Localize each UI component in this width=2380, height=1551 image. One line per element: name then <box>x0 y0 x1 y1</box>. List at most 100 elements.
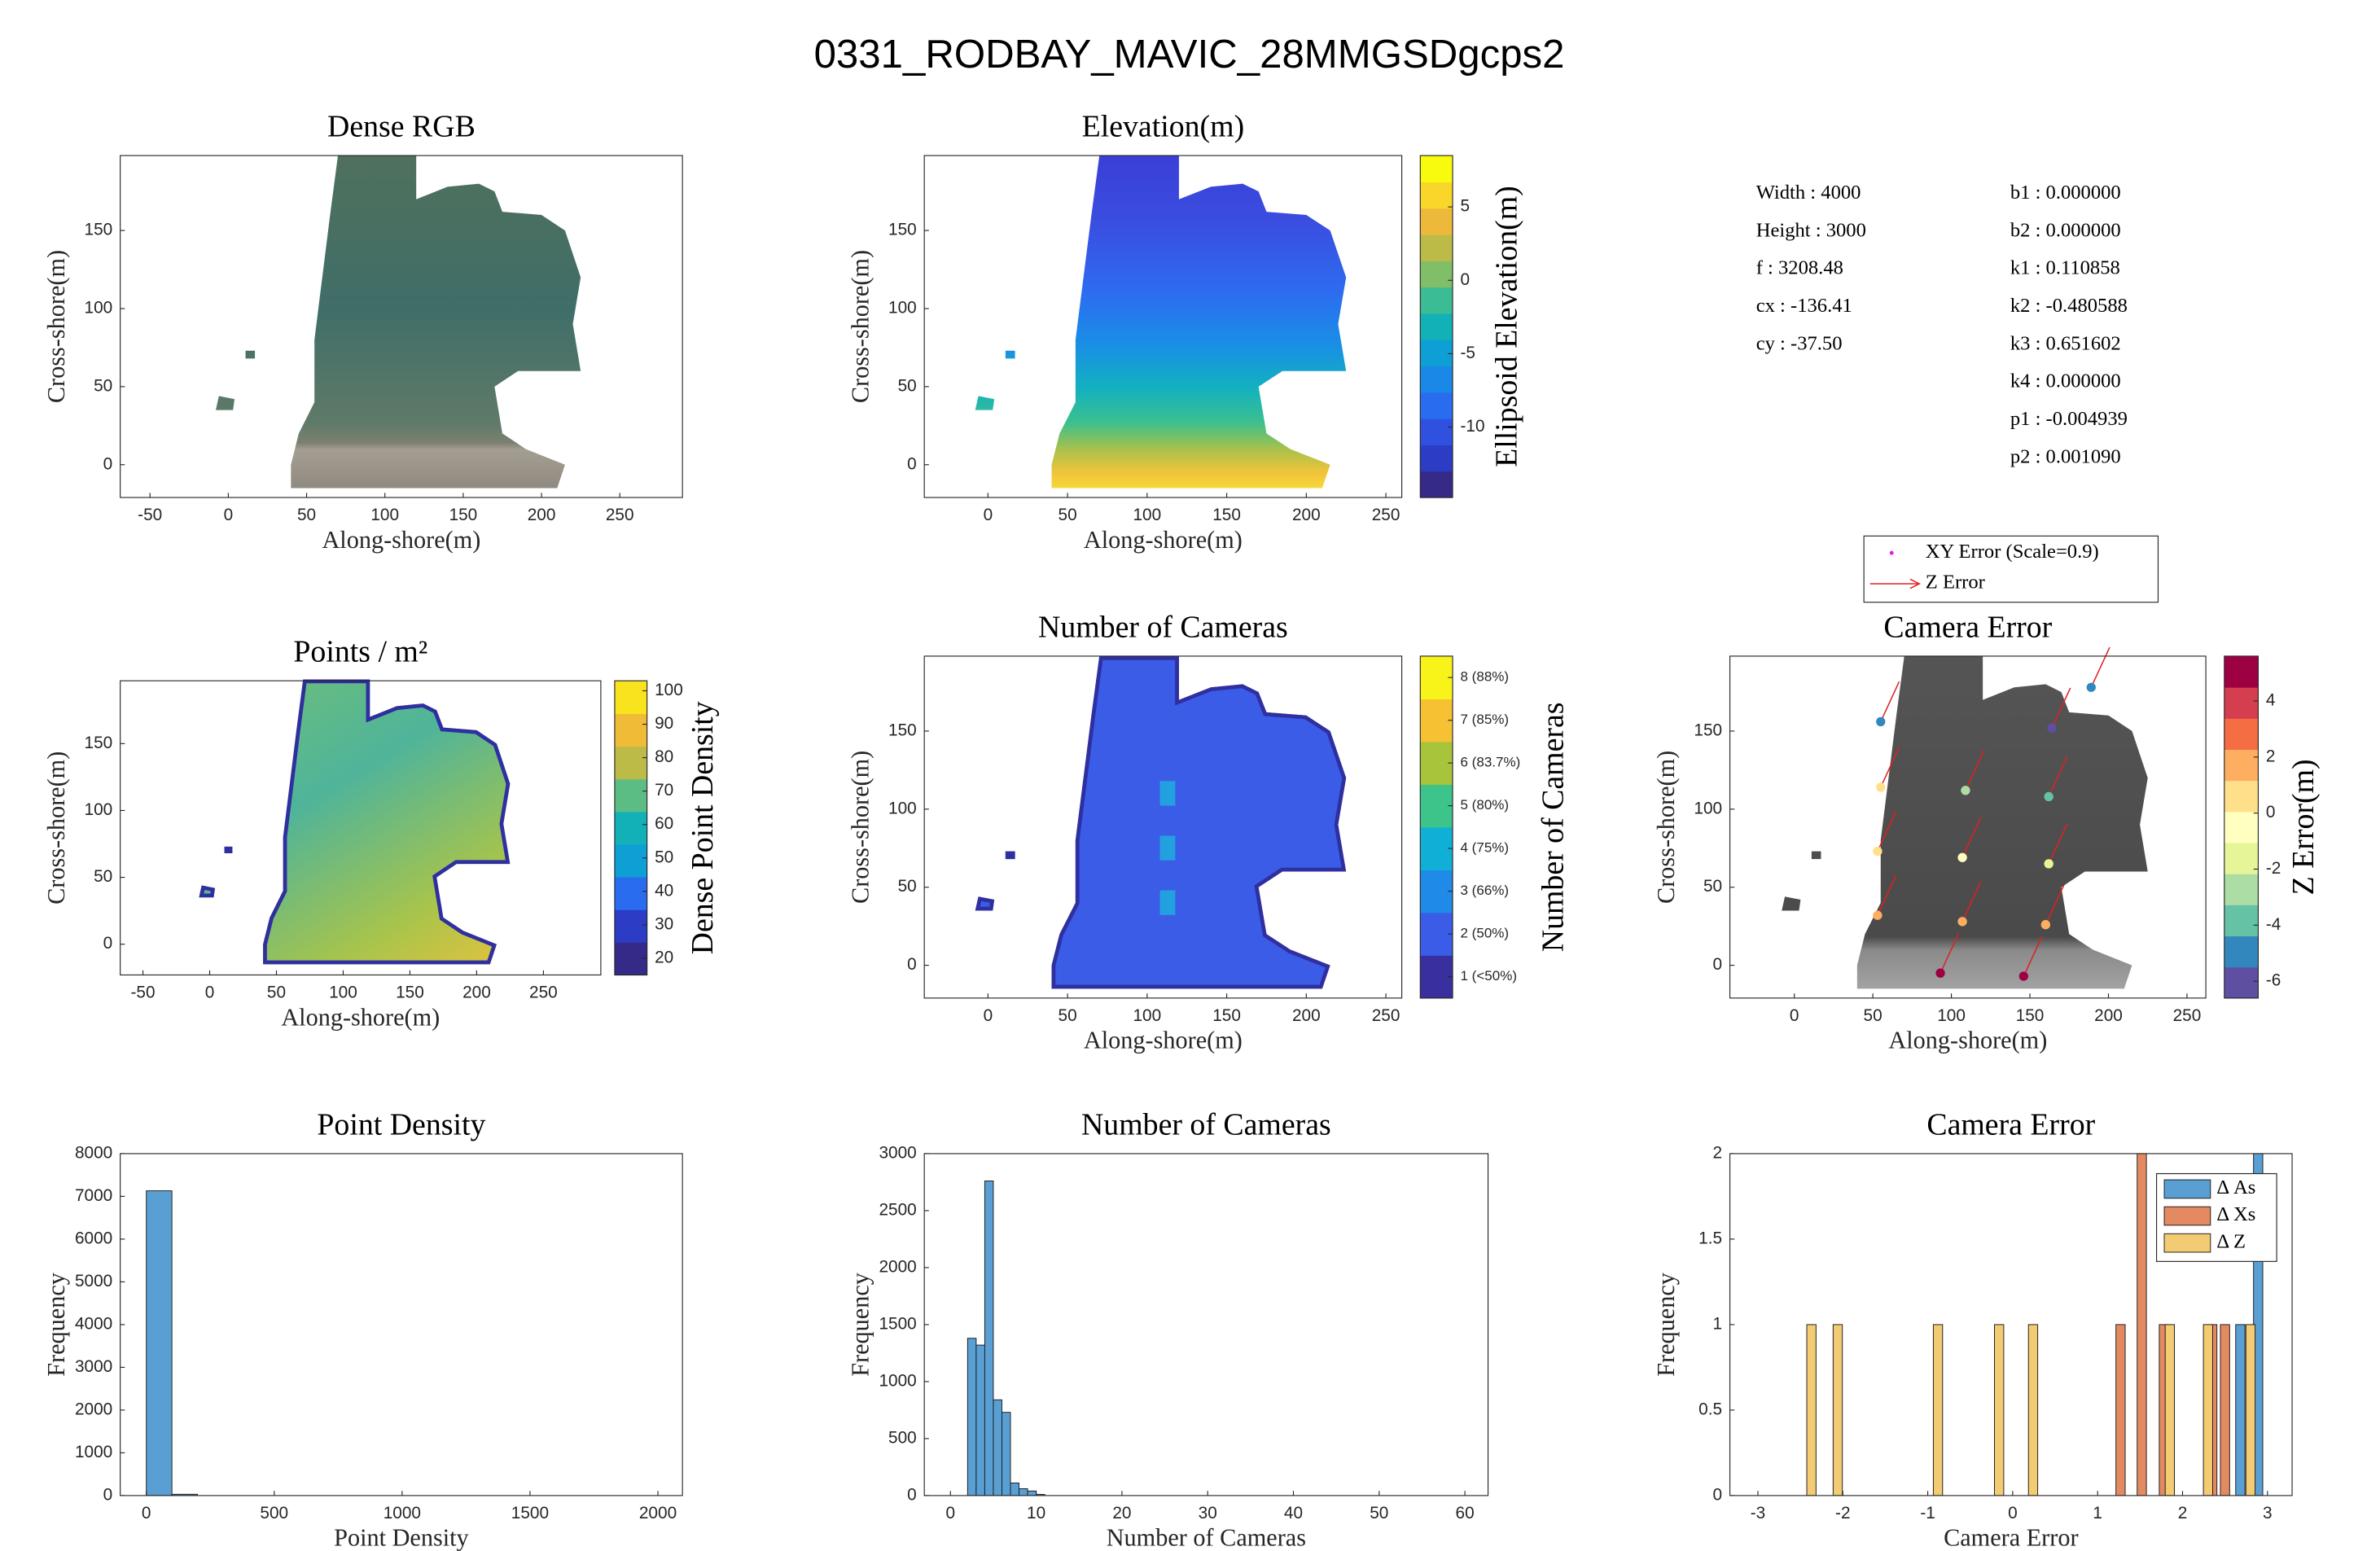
x-tick-label: 100 <box>370 506 399 524</box>
z-error-arrow <box>1940 932 1960 974</box>
y-tick-label: 0 <box>1713 955 1723 974</box>
camera-parameter: cx : -136.41 <box>1756 295 1852 317</box>
histogram-bar <box>146 1190 173 1496</box>
panel: 0 50 100 150 200 250 0 50 100 150 Elevation(m) Alon… <box>846 110 1403 554</box>
x-tick-label: 50 <box>1864 1006 1883 1025</box>
x-tick-label: 0 <box>142 1504 151 1523</box>
camera-point <box>2086 682 2096 692</box>
y-tick-label: 150 <box>1694 721 1722 739</box>
x-tick-label: 20 <box>1112 1504 1131 1523</box>
panel: -50 0 50 100 150 200 250 0 50 100 150 Points / m² Al… <box>42 635 602 1031</box>
bar <box>2164 1324 2176 1496</box>
colorbar-band <box>1420 340 1453 367</box>
x-tick-label: 0 <box>224 506 234 524</box>
colorbar-frame <box>1419 655 1453 999</box>
axes-frame <box>923 655 1403 999</box>
colorbar-band <box>614 778 647 813</box>
colorbar-tick-label: 3 (66%) <box>1461 883 1510 898</box>
camera-point <box>1957 852 1967 862</box>
x-tick-label: 2 <box>2178 1504 2188 1523</box>
x-tick-label: 0 <box>1790 1006 1799 1025</box>
y-tick-label: 500 <box>888 1428 917 1447</box>
colorbar-band <box>614 811 647 845</box>
colorbar-band <box>614 942 647 976</box>
x-tick-label: 0 <box>205 984 215 1002</box>
y-tick-label: 2000 <box>879 1257 916 1276</box>
x-tick-label: 200 <box>1292 1006 1321 1025</box>
legend: Δ As Δ Xs Δ Z <box>2156 1172 2277 1262</box>
y-tick-label: 8000 <box>75 1143 112 1162</box>
colorbar-band <box>614 681 647 714</box>
camera-parameter: p2 : 0.001090 <box>2010 445 2121 467</box>
y-tick-label: 6000 <box>75 1229 112 1247</box>
colorbar-band <box>2224 905 2259 937</box>
bar <box>1994 1324 2005 1496</box>
figure-title: 0331_RODBAY_MAVIC_28MMGSDgcps2 <box>814 32 1565 77</box>
y-tick-label: 0 <box>103 454 113 473</box>
camera-parameter: k1 : 0.110858 <box>2010 257 2120 279</box>
x-axis-label: Camera Error <box>1944 1524 2078 1551</box>
y-tick-label: 100 <box>1694 799 1722 817</box>
histogram-bar <box>1027 1490 1037 1496</box>
x-tick-label: 2000 <box>639 1504 677 1523</box>
x-tick-label: 1500 <box>511 1504 549 1523</box>
colorbar-tick-label: 5 <box>1461 197 1471 216</box>
map-patch <box>1159 835 1176 861</box>
histogram-bar <box>993 1399 1002 1496</box>
bar <box>2245 1324 2256 1496</box>
panel: 0 50 100 150 200 250 0 50 100 150 Camera Error Alon… <box>1652 610 2207 1054</box>
camera-parameter: k3 : 0.651602 <box>2010 332 2121 354</box>
x-tick-label: 250 <box>2173 1006 2202 1025</box>
legend-swatch <box>2163 1233 2211 1253</box>
axes-title: Camera Error <box>1926 1107 2095 1141</box>
colorbar-tick-label: 5 (80%) <box>1461 797 1510 813</box>
colorbar-tick-label: 20 <box>655 948 673 966</box>
colorbar-tick-label: -5 <box>1461 344 1476 362</box>
colorbar-band <box>1420 955 1453 999</box>
camera-point <box>1873 846 1883 857</box>
x-tick-label: 60 <box>1456 1504 1475 1523</box>
colorbar-tick-label: 4 (75%) <box>1461 840 1510 856</box>
map-patch <box>1159 890 1176 915</box>
colorbar-band <box>1420 418 1453 445</box>
axes-title: Dense RGB <box>327 110 476 144</box>
colorbar-band <box>2224 749 2259 782</box>
colorbar-band <box>1420 445 1453 472</box>
colorbar-tick-label: 50 <box>655 848 673 866</box>
x-tick-label: 50 <box>297 506 316 524</box>
colorbar-tick-label: 60 <box>655 814 673 833</box>
colorbar-band <box>1420 182 1453 209</box>
colorbar-band <box>1420 870 1453 914</box>
camera-point <box>2047 723 2057 733</box>
x-tick-label: 0 <box>2008 1504 2018 1523</box>
x-tick-label: 100 <box>1133 1006 1161 1025</box>
camera-point <box>1957 917 1967 927</box>
y-tick-label: 100 <box>85 800 113 819</box>
colorbar-tick-label: 70 <box>655 781 673 800</box>
x-tick-label: 200 <box>528 506 556 524</box>
camera-point <box>2018 971 2029 981</box>
bar <box>1806 1324 1817 1496</box>
colorbar-tick-label: 100 <box>655 681 683 699</box>
x-axis-label: Along-shore(m) <box>281 1003 440 1031</box>
camera-point <box>2044 791 2053 802</box>
x-tick-label: 150 <box>449 506 478 524</box>
x-tick-label: -50 <box>138 506 162 524</box>
axes-title: Points / m² <box>293 635 427 669</box>
colorbar-band <box>2224 655 2259 688</box>
map-edge <box>199 880 220 901</box>
colorbar-band <box>1420 366 1453 393</box>
x-tick-label: 3 <box>2263 1504 2273 1523</box>
z-error-arrow <box>2048 756 2068 797</box>
y-tick-label: 0 <box>1713 1485 1723 1504</box>
camera-point <box>1961 786 1970 795</box>
colorbar-band <box>614 877 647 910</box>
legend-marker <box>1889 550 1894 555</box>
y-tick-label: 150 <box>888 721 917 739</box>
y-tick-label: 3000 <box>879 1143 916 1162</box>
x-tick-label: -3 <box>1751 1504 1766 1523</box>
y-tick-label: 0 <box>103 1485 113 1504</box>
x-tick-label: 100 <box>329 984 357 1002</box>
